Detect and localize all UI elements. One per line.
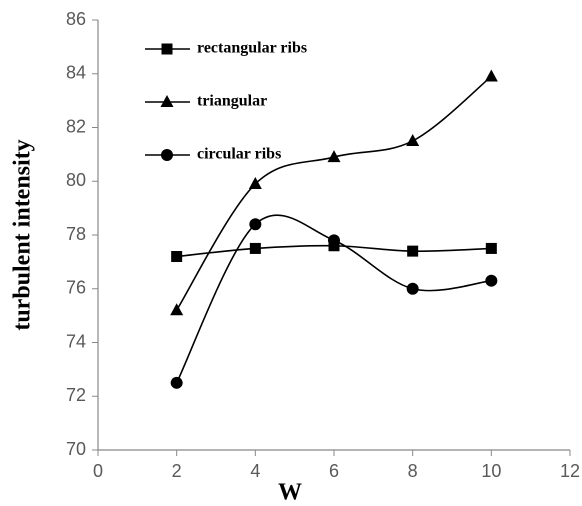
marker bbox=[170, 376, 183, 389]
x-tick-label: 12 bbox=[560, 461, 580, 481]
marker bbox=[485, 242, 497, 254]
y-axis-label: turbulent intensity bbox=[10, 139, 36, 330]
legend-label: triangular bbox=[197, 93, 267, 110]
marker bbox=[406, 282, 419, 295]
x-tick-label: 10 bbox=[481, 461, 501, 481]
marker bbox=[161, 43, 173, 55]
marker bbox=[249, 242, 261, 254]
x-tick-label: 4 bbox=[250, 461, 260, 481]
x-tick-label: 0 bbox=[93, 461, 103, 481]
y-tick-label: 72 bbox=[66, 385, 86, 405]
y-tick-label: 84 bbox=[66, 63, 86, 83]
y-tick-label: 80 bbox=[66, 170, 86, 190]
x-axis-label: W bbox=[278, 480, 302, 506]
x-tick-label: 6 bbox=[329, 461, 339, 481]
marker bbox=[248, 176, 262, 189]
y-tick-label: 82 bbox=[66, 116, 86, 136]
marker bbox=[160, 95, 174, 107]
y-tick-label: 74 bbox=[66, 331, 86, 351]
legend-label: circular ribs bbox=[197, 146, 281, 163]
marker bbox=[328, 234, 340, 247]
y-tick-label: 78 bbox=[66, 224, 86, 244]
marker bbox=[161, 149, 173, 161]
marker bbox=[249, 218, 262, 231]
y-tick-label: 76 bbox=[66, 278, 86, 298]
marker bbox=[485, 274, 498, 287]
x-tick-label: 8 bbox=[408, 461, 418, 481]
legend-label: rectangular ribs bbox=[197, 40, 307, 57]
marker bbox=[407, 245, 419, 257]
series-line bbox=[175, 214, 492, 384]
marker bbox=[406, 133, 420, 146]
y-tick-label: 86 bbox=[66, 9, 86, 29]
marker bbox=[327, 150, 341, 163]
marker bbox=[171, 251, 183, 262]
marker bbox=[170, 303, 184, 316]
marker bbox=[484, 69, 498, 82]
x-tick-label: 2 bbox=[172, 461, 182, 481]
y-tick-label: 70 bbox=[66, 439, 86, 459]
